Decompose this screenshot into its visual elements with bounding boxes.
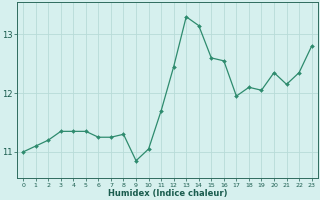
X-axis label: Humidex (Indice chaleur): Humidex (Indice chaleur)	[108, 189, 227, 198]
